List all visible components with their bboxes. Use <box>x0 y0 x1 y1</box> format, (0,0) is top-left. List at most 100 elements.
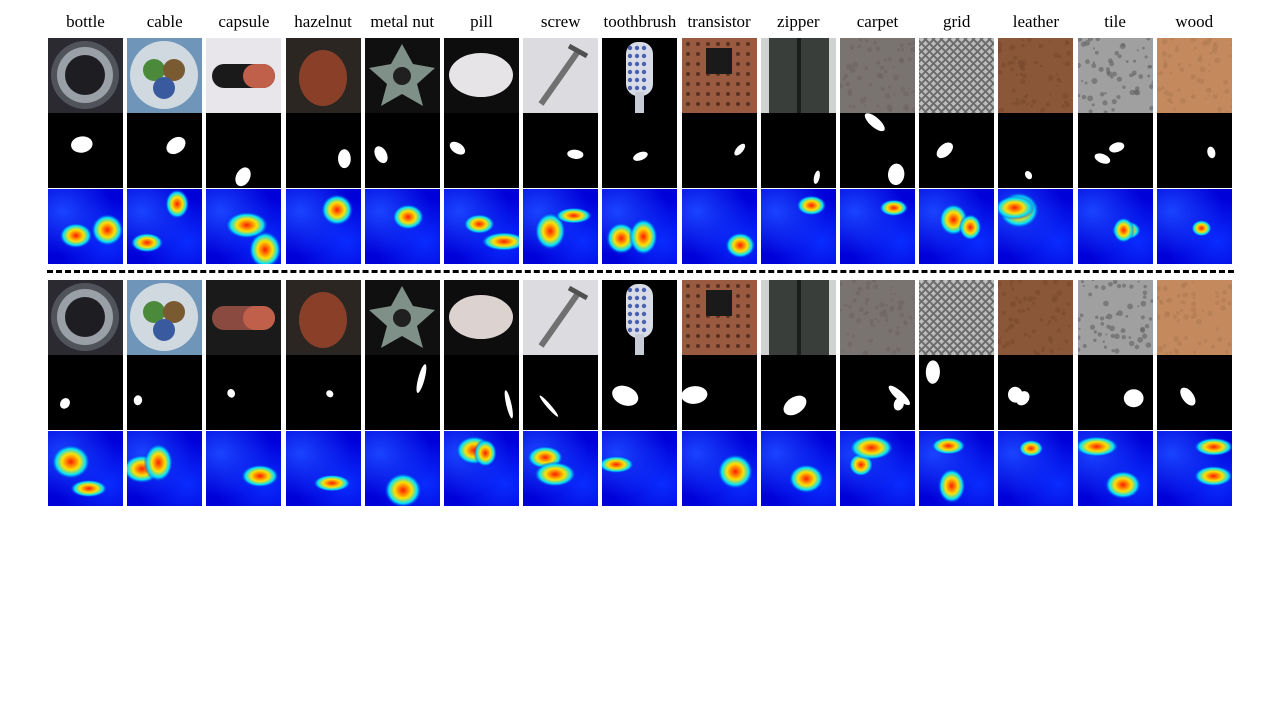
anomaly-heatmap-tile <box>523 189 599 264</box>
input-image-tile <box>919 280 995 355</box>
ground-truth-mask-tile <box>681 355 757 430</box>
input-image-tile <box>523 280 599 355</box>
input-image-tile <box>48 38 123 113</box>
column-label: cable <box>146 12 183 31</box>
anomaly-heatmap-tile <box>127 189 203 264</box>
column-label: screw <box>540 12 581 31</box>
column-label: bottle <box>66 12 105 31</box>
ground-truth-mask-tile <box>127 355 203 430</box>
ground-truth-mask-tile <box>444 355 519 430</box>
anomaly-heatmap-tile <box>364 431 440 506</box>
anomaly-heatmap-tile <box>1077 431 1153 506</box>
input-image-tile <box>285 280 361 355</box>
input-image-tile <box>1077 38 1153 113</box>
anomaly-heatmap-tile <box>1156 189 1232 264</box>
input-image-tile <box>840 38 915 113</box>
ground-truth-mask-tile <box>206 355 282 430</box>
ground-truth-mask-tile <box>48 113 123 188</box>
ground-truth-mask-tile <box>760 355 836 430</box>
anomaly-heatmap-tile <box>1077 189 1153 264</box>
input-image-tile <box>1077 280 1153 355</box>
column-label: toothbrush <box>603 12 677 31</box>
column-label: transistor <box>687 12 751 31</box>
input-image-tile <box>998 38 1074 113</box>
anomaly-heatmap-tile <box>998 431 1074 506</box>
anomaly-heatmap-tile <box>285 431 361 506</box>
column-label: carpet <box>856 12 899 31</box>
column-label: metal nut <box>370 12 435 31</box>
ground-truth-mask-tile <box>840 355 915 430</box>
ground-truth-mask-tile <box>48 355 123 430</box>
input-image-tile <box>285 38 361 113</box>
column-label: grid <box>942 12 971 31</box>
anomaly-heatmap-tile <box>760 431 836 506</box>
anomaly-heatmap-tile <box>206 189 282 264</box>
input-image-tile <box>998 280 1074 355</box>
anomaly-heatmap-tile <box>364 189 440 264</box>
anomaly-heatmap-tile <box>48 431 123 506</box>
input-image-tile <box>760 38 836 113</box>
ground-truth-mask-tile <box>364 113 440 188</box>
anomaly-heatmap-tile <box>919 431 995 506</box>
ground-truth-mask-tile <box>523 113 599 188</box>
input-image-tile <box>127 280 203 355</box>
input-image-tile <box>48 280 123 355</box>
column-label: hazelnut <box>294 12 352 31</box>
input-image-tile <box>919 38 995 113</box>
ground-truth-mask-tile <box>1077 355 1153 430</box>
ground-truth-mask-tile <box>285 355 361 430</box>
input-image-tile <box>523 38 599 113</box>
column-label: leather <box>1012 12 1060 31</box>
ground-truth-mask-tile <box>602 355 678 430</box>
ground-truth-mask-tile <box>285 113 361 188</box>
input-image-tile <box>681 38 757 113</box>
input-image-tile <box>602 38 678 113</box>
ground-truth-mask-tile <box>919 355 995 430</box>
ground-truth-mask-tile <box>602 113 678 188</box>
anomaly-heatmap-tile <box>444 189 519 264</box>
dashed-divider <box>47 270 1234 273</box>
anomaly-heatmap-tile <box>523 431 599 506</box>
ground-truth-mask-tile <box>919 113 995 188</box>
ground-truth-mask-tile <box>523 355 599 430</box>
anomaly-heatmap-tile <box>127 431 203 506</box>
anomaly-heatmap-tile <box>444 431 519 506</box>
input-image-tile <box>206 38 282 113</box>
input-image-tile <box>840 280 915 355</box>
input-image-tile <box>681 280 757 355</box>
input-image-tile <box>602 280 678 355</box>
input-image-tile <box>127 38 203 113</box>
ground-truth-mask-tile <box>364 355 440 430</box>
anomaly-heatmap-tile <box>602 189 678 264</box>
anomaly-heatmap-tile <box>602 431 678 506</box>
input-image-tile <box>444 38 519 113</box>
anomaly-heatmap-tile <box>760 189 836 264</box>
input-image-tile <box>364 38 440 113</box>
column-label: tile <box>1104 12 1126 31</box>
ground-truth-mask-tile <box>1156 355 1232 430</box>
column-label: pill <box>470 12 493 31</box>
ground-truth-mask-tile <box>760 113 836 188</box>
anomaly-heatmap-tile <box>840 189 915 264</box>
input-image-tile <box>444 280 519 355</box>
input-image-tile <box>1156 38 1232 113</box>
anomaly-heatmap-tile <box>840 431 915 506</box>
input-image-tile <box>206 280 282 355</box>
input-image-tile <box>760 280 836 355</box>
anomaly-heatmap-tile <box>206 431 282 506</box>
anomaly-heatmap-tile <box>998 189 1074 264</box>
ground-truth-mask-tile <box>840 113 915 188</box>
anomaly-heatmap-tile <box>285 189 361 264</box>
column-label: capsule <box>218 12 270 31</box>
column-label: zipper <box>777 12 820 31</box>
ground-truth-mask-tile <box>1156 113 1232 188</box>
ground-truth-mask-tile <box>127 113 203 188</box>
ground-truth-mask-tile <box>1077 113 1153 188</box>
input-image-tile <box>1156 280 1232 355</box>
ground-truth-mask-tile <box>681 113 757 188</box>
anomaly-heatmap-tile <box>681 189 757 264</box>
anomaly-heatmap-tile <box>48 189 123 264</box>
anomaly-heatmap-tile <box>919 189 995 264</box>
ground-truth-mask-tile <box>206 113 282 188</box>
